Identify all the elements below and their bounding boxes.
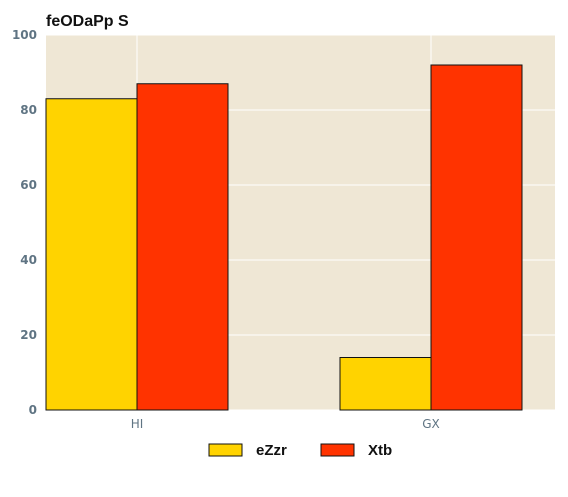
bar-Xtb-HI xyxy=(136,83,229,411)
y-axis-ticks: 0 20 40 60 80 100 xyxy=(12,28,37,417)
legend-label-Xtb: Xtb xyxy=(368,442,392,459)
y-tick-label: 0 xyxy=(29,403,37,417)
y-tick-label: 20 xyxy=(20,328,37,342)
legend-swatch-eZzr xyxy=(208,443,243,457)
legend-label-eZzr: eZzr xyxy=(256,442,287,459)
y-tick-label: 80 xyxy=(20,103,37,117)
y-tick-label: 40 xyxy=(20,253,37,267)
bar-eZzr-GX xyxy=(339,357,432,411)
y-tick-label: 60 xyxy=(20,178,37,192)
bar-Xtb-GX xyxy=(430,64,523,411)
legend-swatch-Xtb xyxy=(320,443,355,457)
bars xyxy=(45,64,523,411)
x-tick-label: GX xyxy=(422,417,440,431)
bar-eZzr-HI xyxy=(45,98,138,411)
x-tick-label: HI xyxy=(131,417,144,431)
chart-title: feODaPp S xyxy=(46,13,129,30)
y-tick-label: 100 xyxy=(12,28,37,42)
legend: eZzr Xtb xyxy=(208,442,392,459)
x-axis-ticks: HI GX xyxy=(131,417,440,431)
